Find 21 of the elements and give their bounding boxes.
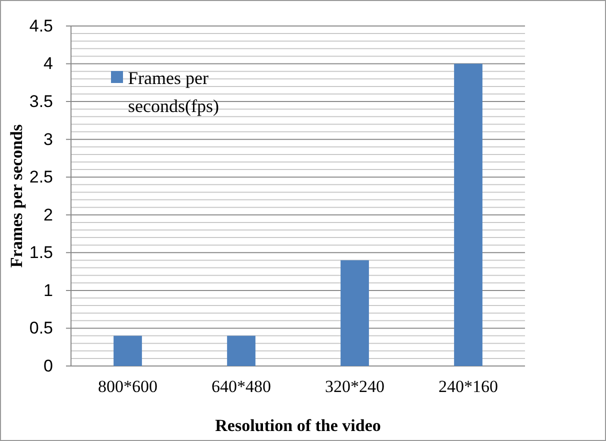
x-axis-title: Resolution of the video [215, 416, 381, 435]
y-tick-label: 0.5 [29, 318, 53, 338]
bar [454, 64, 482, 366]
x-tick-label: 320*240 [325, 377, 384, 396]
x-tick-label: 800*600 [98, 377, 158, 396]
y-tick-label: 3.5 [29, 92, 53, 111]
bar [114, 336, 142, 366]
bar [227, 336, 256, 366]
y-tick-label: 2 [44, 205, 53, 224]
y-tick-label: 1.5 [29, 243, 53, 262]
x-tick-label: 640*480 [212, 377, 271, 396]
y-tick-label: 1 [44, 280, 53, 300]
y-tick-label: 4 [44, 54, 53, 74]
y-tick-label: 2.5 [29, 168, 53, 187]
x-tick-label: 240*160 [438, 377, 498, 396]
y-tick-label: 0 [44, 356, 53, 376]
legend-label: Frames per seconds(fps) [128, 68, 219, 116]
y-tick-label: 4.5 [29, 16, 53, 36]
y-axis-title: Frames per seconds [7, 124, 26, 268]
bar [340, 260, 369, 366]
y-tick-label: 3 [44, 130, 53, 149]
